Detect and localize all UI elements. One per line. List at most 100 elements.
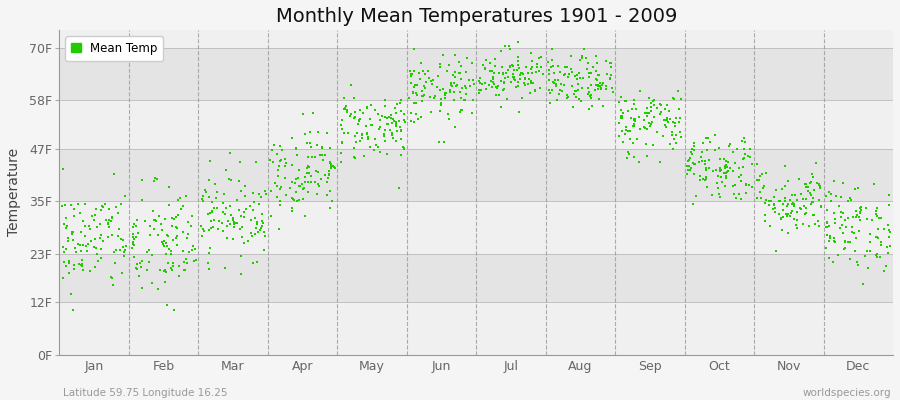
- Point: [730, 145, 744, 152]
- Point: [827, 209, 842, 216]
- Point: [393, 108, 408, 114]
- Point: [619, 126, 634, 133]
- Point: [310, 168, 325, 175]
- Point: [464, 110, 479, 116]
- Point: [304, 144, 319, 150]
- Point: [62, 260, 77, 266]
- Point: [698, 175, 713, 182]
- Point: [781, 211, 796, 218]
- Point: [205, 207, 220, 214]
- Point: [126, 254, 140, 260]
- Point: [223, 203, 238, 210]
- Point: [665, 129, 680, 136]
- Point: [653, 101, 668, 108]
- Point: [521, 70, 535, 76]
- Point: [590, 83, 605, 89]
- Point: [699, 174, 714, 181]
- Point: [814, 203, 828, 209]
- Point: [83, 226, 97, 232]
- Point: [371, 111, 385, 117]
- Point: [544, 64, 558, 70]
- Point: [164, 251, 178, 257]
- Point: [813, 182, 827, 189]
- Point: [806, 174, 821, 180]
- Point: [142, 232, 157, 238]
- Point: [256, 218, 270, 224]
- Point: [352, 117, 366, 124]
- Point: [507, 76, 521, 83]
- Point: [328, 165, 342, 171]
- Point: [703, 138, 717, 145]
- Point: [612, 120, 626, 126]
- Point: [798, 181, 813, 188]
- Point: [717, 156, 732, 162]
- Point: [272, 163, 286, 170]
- Point: [61, 235, 76, 241]
- Point: [834, 194, 849, 200]
- Point: [394, 136, 409, 142]
- Point: [542, 87, 556, 93]
- Point: [324, 165, 338, 171]
- Point: [463, 82, 477, 89]
- Point: [779, 211, 794, 217]
- Point: [166, 260, 181, 266]
- Point: [590, 77, 605, 84]
- Point: [698, 158, 712, 164]
- Point: [797, 181, 812, 187]
- Point: [639, 110, 653, 116]
- Point: [414, 114, 428, 120]
- Point: [553, 87, 567, 93]
- Point: [148, 216, 163, 223]
- Point: [729, 194, 743, 201]
- Point: [148, 218, 163, 224]
- Point: [788, 192, 802, 198]
- Point: [248, 159, 263, 166]
- Point: [238, 192, 252, 199]
- Point: [566, 91, 580, 97]
- Point: [159, 251, 174, 258]
- Point: [603, 59, 617, 66]
- Point: [629, 136, 643, 142]
- Point: [458, 97, 473, 103]
- Point: [102, 217, 116, 224]
- Point: [220, 234, 235, 241]
- Point: [157, 238, 171, 244]
- Point: [431, 138, 446, 145]
- Point: [562, 74, 576, 80]
- Point: [315, 145, 329, 151]
- Point: [881, 192, 896, 198]
- Point: [321, 175, 336, 181]
- Point: [383, 112, 398, 118]
- Point: [832, 252, 846, 258]
- Point: [180, 235, 194, 241]
- Point: [478, 65, 492, 71]
- Point: [668, 120, 682, 126]
- Point: [769, 204, 783, 211]
- Point: [209, 194, 223, 201]
- Point: [202, 266, 216, 272]
- Point: [787, 200, 801, 207]
- Point: [337, 130, 351, 136]
- Point: [483, 60, 498, 66]
- Point: [285, 195, 300, 201]
- Point: [592, 95, 607, 102]
- Point: [719, 163, 733, 170]
- Point: [848, 248, 862, 254]
- Point: [428, 93, 442, 99]
- Point: [208, 180, 222, 187]
- Point: [73, 262, 87, 268]
- Point: [410, 99, 424, 106]
- Point: [220, 223, 234, 230]
- Point: [316, 156, 330, 163]
- Point: [526, 80, 540, 86]
- Point: [637, 124, 652, 131]
- Point: [457, 96, 472, 103]
- Point: [224, 212, 238, 218]
- Point: [295, 186, 310, 192]
- Point: [375, 113, 390, 120]
- Point: [804, 200, 818, 207]
- Point: [346, 145, 361, 152]
- Point: [523, 90, 537, 96]
- Point: [78, 200, 93, 207]
- Point: [176, 259, 191, 265]
